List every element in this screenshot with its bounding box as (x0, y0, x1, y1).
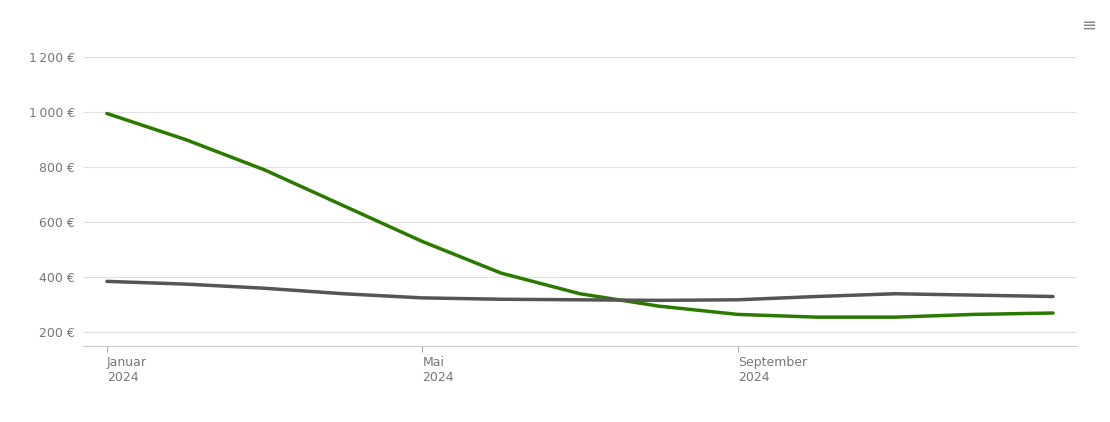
Text: ≡: ≡ (1081, 17, 1097, 35)
